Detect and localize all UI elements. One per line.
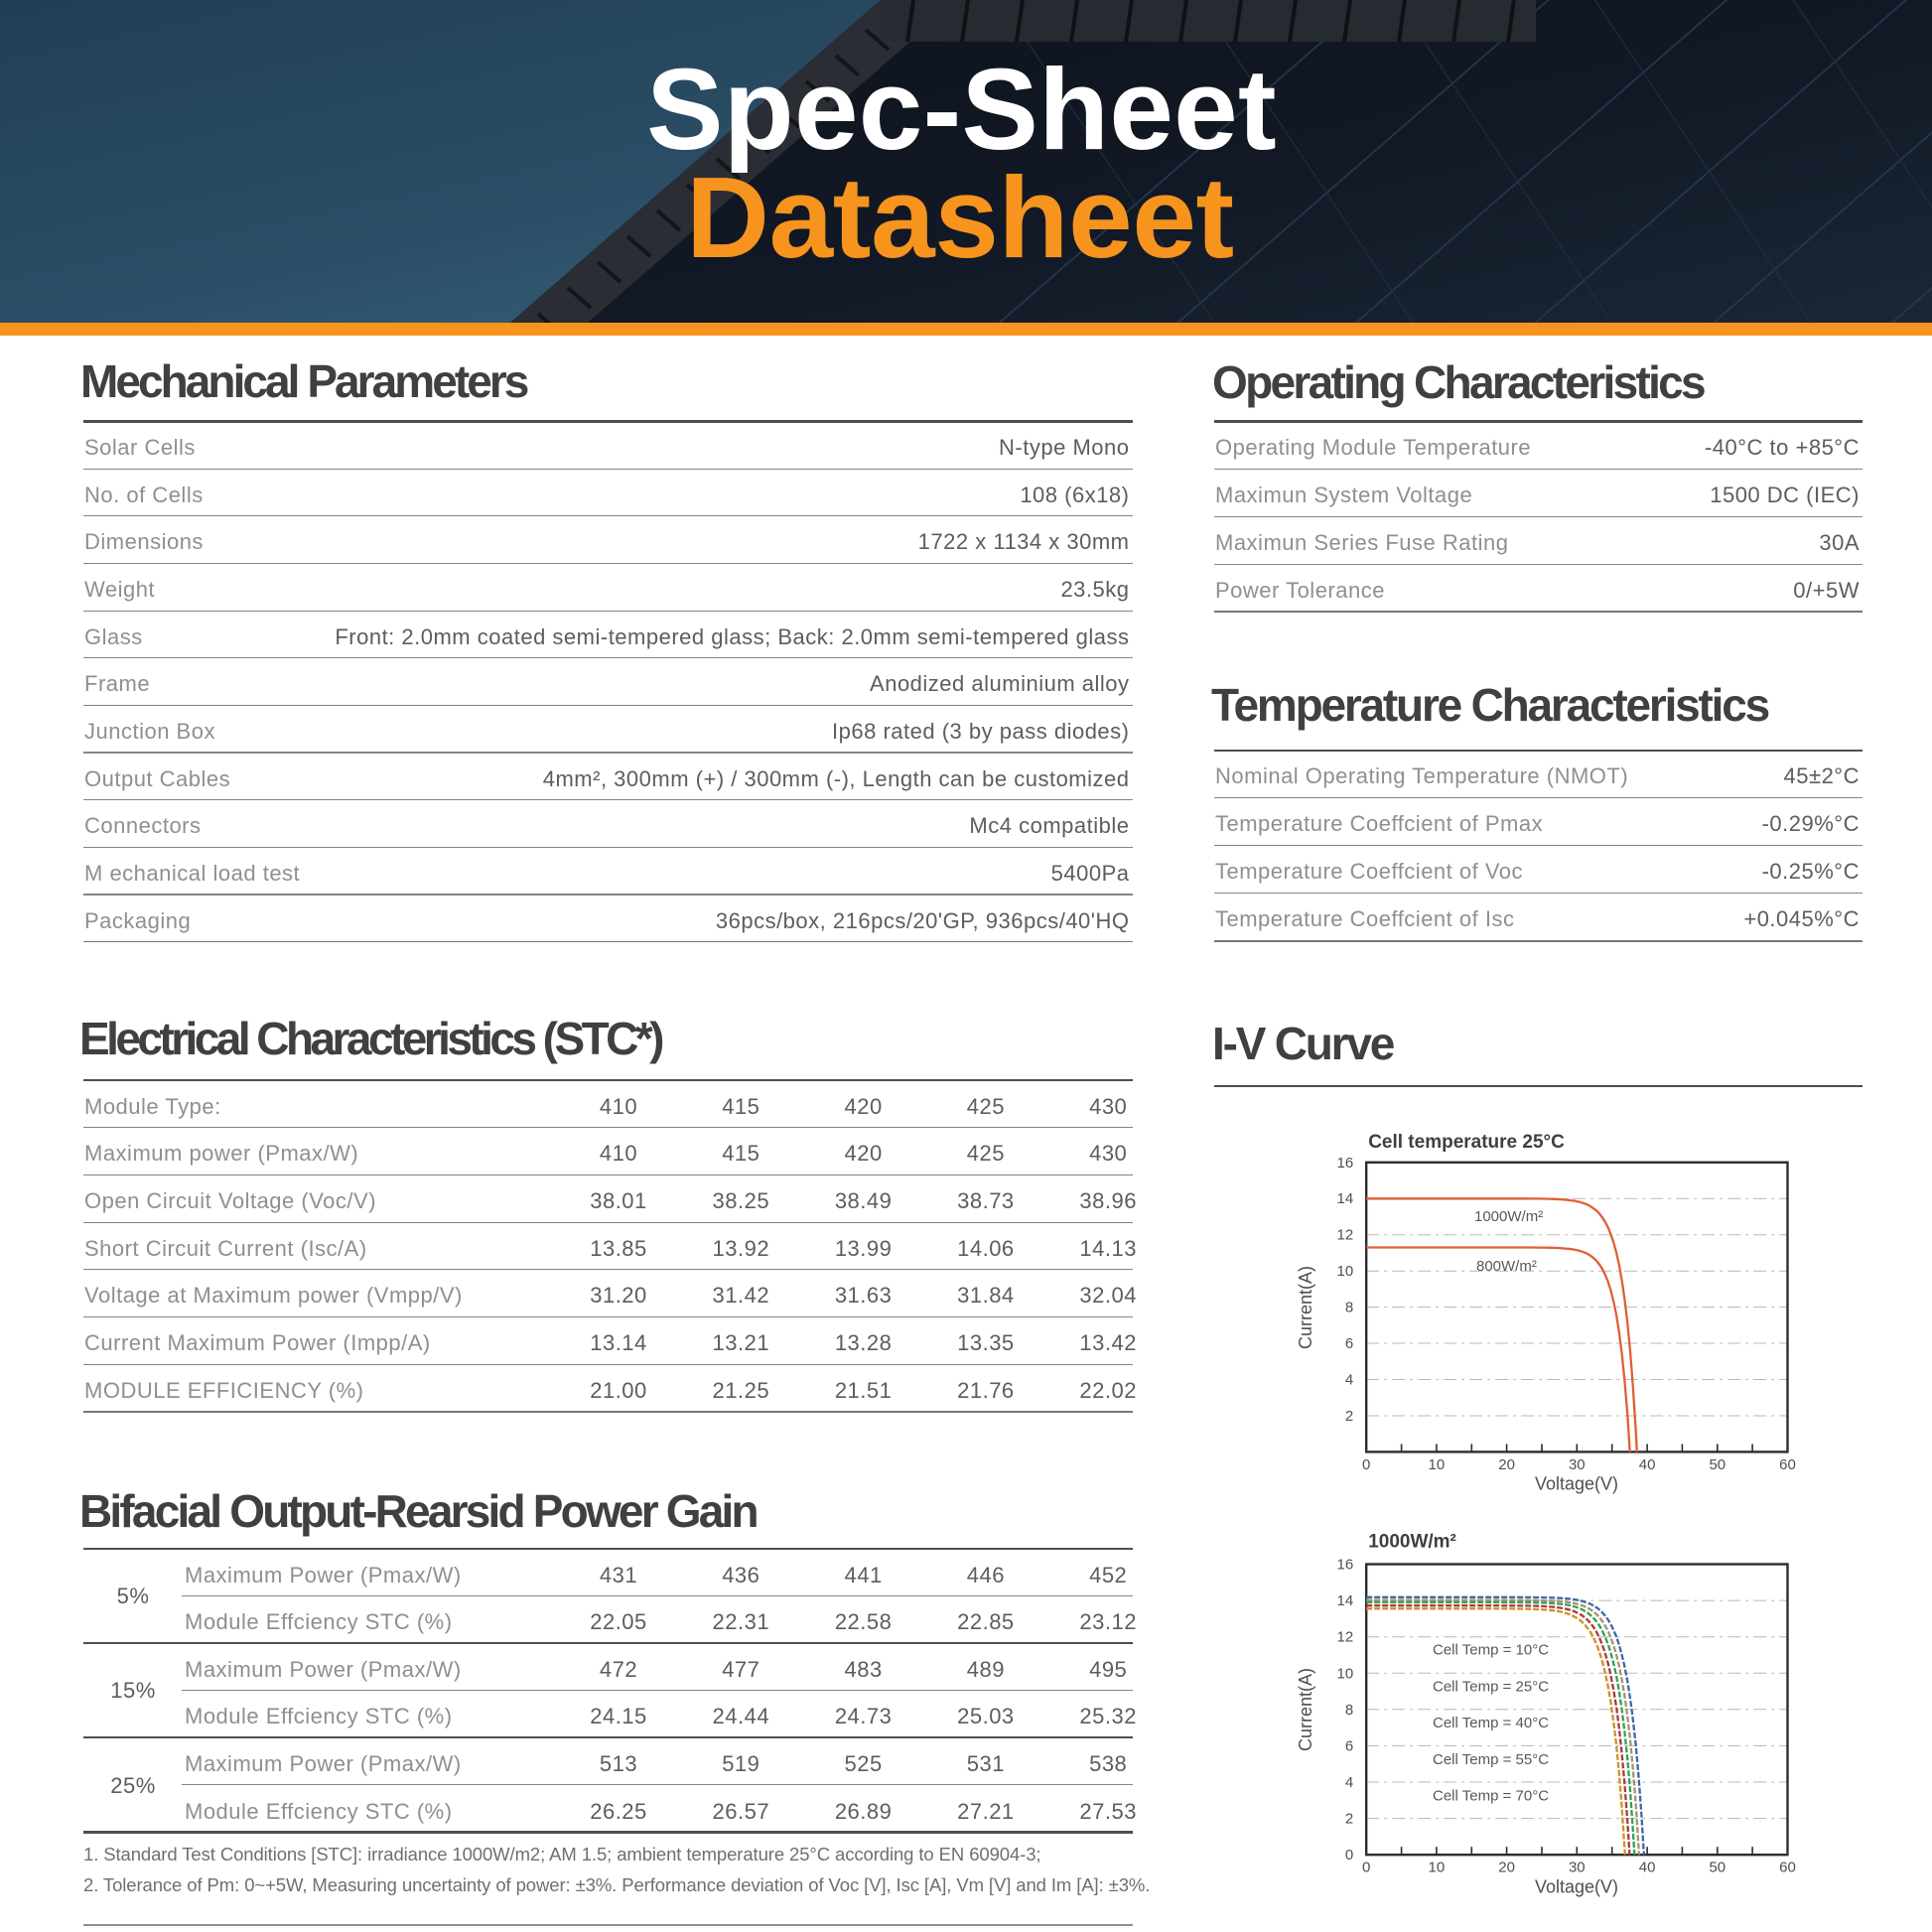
- svg-text:Current(A): Current(A): [1296, 1266, 1315, 1349]
- svg-text:Cell temperature 25°C: Cell temperature 25°C: [1368, 1132, 1565, 1153]
- svg-text:Cell Temp = 40°C: Cell Temp = 40°C: [1433, 1715, 1549, 1731]
- svg-text:800W/m²: 800W/m²: [1476, 1258, 1537, 1275]
- svg-text:Voltage(V): Voltage(V): [1535, 1474, 1618, 1494]
- svg-text:10: 10: [1337, 1665, 1354, 1682]
- svg-text:4: 4: [1345, 1774, 1353, 1791]
- svg-text:50: 50: [1709, 1860, 1725, 1876]
- svg-text:30: 30: [1569, 1456, 1586, 1473]
- svg-text:20: 20: [1498, 1456, 1515, 1473]
- svg-text:0: 0: [1362, 1456, 1370, 1473]
- svg-text:0: 0: [1345, 1847, 1353, 1863]
- svg-text:10: 10: [1429, 1860, 1446, 1876]
- svg-text:16: 16: [1337, 1155, 1354, 1172]
- svg-text:6: 6: [1345, 1737, 1353, 1754]
- svg-text:Cell Temp = 55°C: Cell Temp = 55°C: [1433, 1751, 1549, 1768]
- svg-text:8: 8: [1345, 1300, 1353, 1316]
- svg-text:12: 12: [1337, 1227, 1354, 1244]
- svg-text:50: 50: [1709, 1456, 1725, 1473]
- svg-text:Cell Temp = 70°C: Cell Temp = 70°C: [1433, 1787, 1549, 1804]
- svg-text:60: 60: [1779, 1456, 1796, 1473]
- svg-text:20: 20: [1498, 1860, 1515, 1876]
- svg-text:14: 14: [1337, 1190, 1354, 1207]
- svg-text:Voltage(V): Voltage(V): [1535, 1877, 1618, 1897]
- svg-text:4: 4: [1345, 1372, 1353, 1389]
- svg-text:1000W/m²: 1000W/m²: [1474, 1208, 1543, 1225]
- svg-text:Current(A): Current(A): [1296, 1668, 1315, 1751]
- svg-text:30: 30: [1569, 1860, 1586, 1876]
- svg-text:2: 2: [1345, 1811, 1353, 1828]
- svg-text:40: 40: [1639, 1860, 1656, 1876]
- svg-text:0: 0: [1362, 1860, 1370, 1876]
- svg-text:60: 60: [1779, 1860, 1796, 1876]
- svg-text:10: 10: [1429, 1456, 1446, 1473]
- svg-text:16: 16: [1337, 1557, 1354, 1574]
- svg-text:12: 12: [1337, 1629, 1354, 1646]
- svg-text:40: 40: [1639, 1456, 1656, 1473]
- svg-text:Cell Temp = 25°C: Cell Temp = 25°C: [1433, 1679, 1549, 1696]
- svg-text:1000W/m²: 1000W/m²: [1368, 1532, 1456, 1553]
- svg-text:8: 8: [1345, 1702, 1353, 1719]
- svg-text:6: 6: [1345, 1335, 1353, 1352]
- svg-text:10: 10: [1337, 1263, 1354, 1280]
- svg-text:2: 2: [1345, 1408, 1353, 1425]
- svg-text:Cell Temp = 10°C: Cell Temp = 10°C: [1433, 1642, 1549, 1659]
- svg-text:14: 14: [1337, 1592, 1354, 1609]
